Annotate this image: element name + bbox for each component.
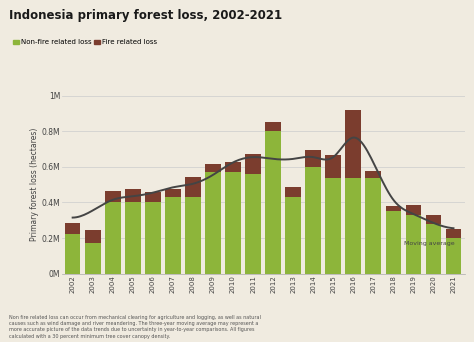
Bar: [125, 202, 141, 274]
Bar: [165, 197, 181, 274]
Bar: [305, 167, 321, 274]
Y-axis label: Primary forest loss (hectares): Primary forest loss (hectares): [30, 128, 39, 241]
Bar: [185, 177, 201, 197]
Bar: [245, 174, 261, 274]
Bar: [406, 215, 421, 274]
Bar: [446, 229, 461, 238]
Bar: [165, 189, 181, 197]
Bar: [225, 162, 241, 172]
Bar: [305, 150, 321, 167]
Bar: [446, 238, 461, 274]
Bar: [385, 206, 401, 211]
Bar: [225, 172, 241, 274]
Bar: [326, 177, 341, 274]
Bar: [125, 189, 141, 202]
Bar: [205, 172, 221, 274]
Text: Moving average: Moving average: [404, 241, 455, 246]
Bar: [385, 211, 401, 274]
Bar: [145, 192, 161, 202]
Bar: [265, 121, 281, 131]
Bar: [426, 224, 441, 274]
Text: Non fire related loss can occur from mechanical clearing for agriculture and log: Non fire related loss can occur from mec…: [9, 315, 261, 339]
Bar: [365, 171, 381, 177]
Bar: [105, 191, 120, 202]
Legend: Non-fire related loss, Fire related loss: Non-fire related loss, Fire related loss: [13, 39, 157, 45]
Bar: [426, 215, 441, 224]
Bar: [406, 205, 421, 215]
Bar: [346, 110, 361, 177]
Bar: [85, 244, 100, 274]
Bar: [185, 197, 201, 274]
Bar: [265, 131, 281, 274]
Bar: [365, 177, 381, 274]
Bar: [205, 164, 221, 172]
Bar: [105, 202, 120, 274]
Bar: [326, 155, 341, 177]
Bar: [85, 230, 100, 244]
Bar: [65, 235, 81, 274]
Bar: [65, 223, 81, 235]
Bar: [346, 177, 361, 274]
Bar: [245, 155, 261, 174]
Bar: [285, 197, 301, 274]
Text: Indonesia primary forest loss, 2002-2021: Indonesia primary forest loss, 2002-2021: [9, 9, 283, 22]
Bar: [285, 187, 301, 197]
Bar: [145, 202, 161, 274]
